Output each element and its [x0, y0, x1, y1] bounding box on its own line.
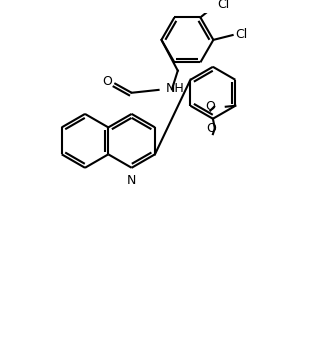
Text: Cl: Cl: [236, 28, 248, 41]
Text: NH: NH: [165, 82, 184, 95]
Text: O: O: [205, 100, 215, 113]
Text: Cl: Cl: [218, 0, 230, 11]
Text: O: O: [206, 122, 216, 135]
Text: O: O: [103, 75, 113, 88]
Text: N: N: [127, 173, 136, 187]
